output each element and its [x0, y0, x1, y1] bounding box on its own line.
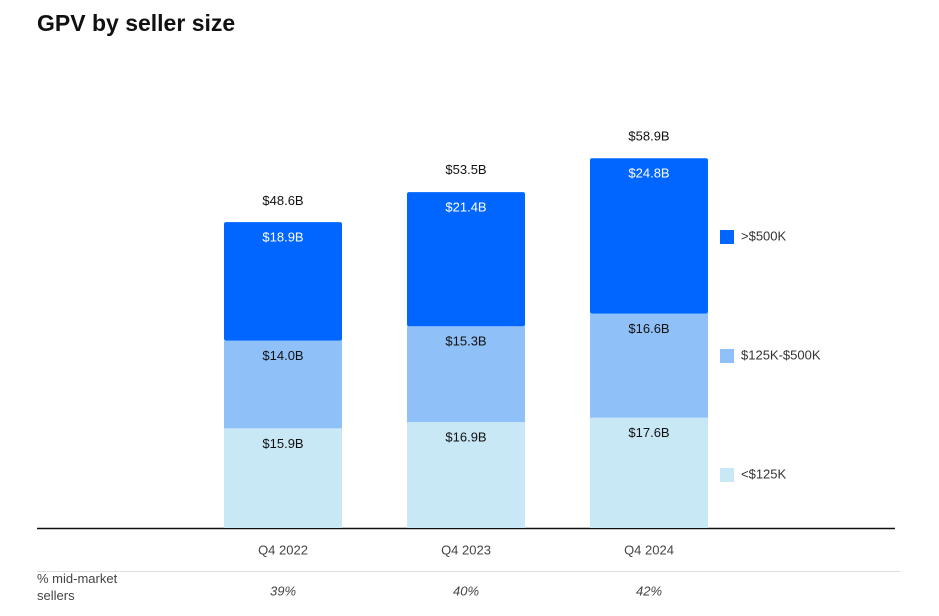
legend-label: $125K-$500K	[741, 347, 821, 362]
table-value: 39%	[270, 583, 296, 598]
legend-swatch	[720, 230, 734, 244]
bar-segment	[407, 422, 525, 528]
bar-segment	[590, 313, 708, 418]
value-label: $24.8B	[628, 166, 669, 181]
bar-segment	[224, 222, 342, 341]
x-tick-label: Q4 2023	[441, 542, 491, 557]
x-tick-label: Q4 2024	[624, 542, 674, 557]
value-label: $14.0B	[262, 348, 303, 363]
bar-segment	[590, 158, 708, 314]
value-label: $18.9B	[262, 230, 303, 245]
value-label: $17.6B	[628, 425, 669, 440]
legend-label: <$125K	[741, 466, 787, 481]
value-label: $21.4B	[445, 200, 486, 215]
total-label: $53.5B	[445, 162, 486, 177]
value-label: $16.9B	[445, 430, 486, 445]
legend-swatch	[720, 468, 734, 482]
table-value: 42%	[636, 583, 662, 598]
value-label: $16.6B	[628, 321, 669, 336]
legend-swatch	[720, 349, 734, 363]
table-row-label: % mid-market sellers	[37, 571, 118, 603]
legend-label: >$500K	[741, 228, 787, 243]
bar-segment	[224, 428, 342, 528]
chart-title: GPV by seller size	[37, 10, 235, 36]
value-label: $15.3B	[445, 334, 486, 349]
bar-segment	[407, 192, 525, 327]
x-tick-label: Q4 2022	[258, 542, 308, 557]
table-value: 40%	[453, 583, 479, 598]
total-label: $48.6B	[262, 193, 303, 208]
total-label: $58.9B	[628, 128, 669, 143]
value-label: $15.9B	[262, 436, 303, 451]
bar-segment	[407, 326, 525, 423]
bar-segment	[224, 340, 342, 429]
bar-segment	[590, 417, 708, 528]
